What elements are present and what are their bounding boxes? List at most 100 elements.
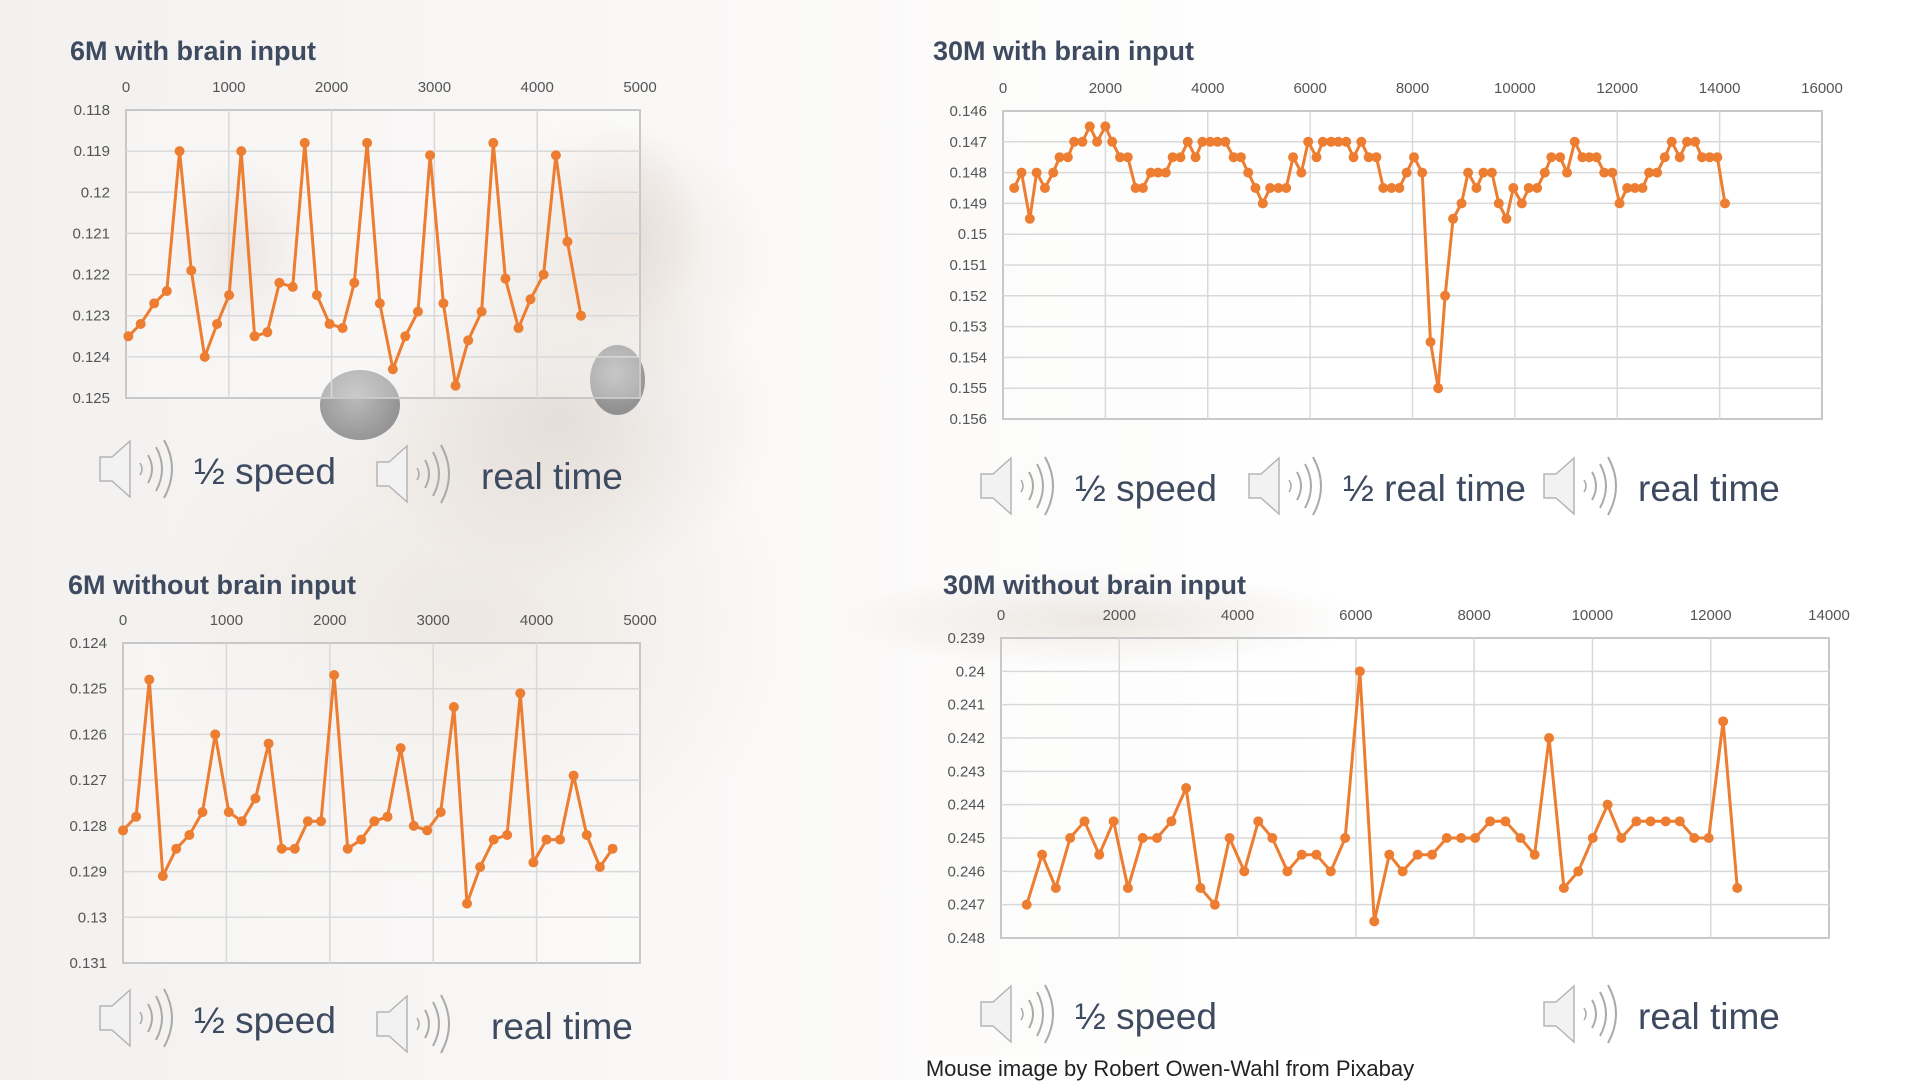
audio-half-speed-6m-with[interactable]: ½ speed xyxy=(98,437,336,506)
x-tick-label: 0 xyxy=(997,607,1005,624)
data-point xyxy=(1152,833,1163,843)
data-point xyxy=(1092,136,1103,147)
x-tick-label: 16000 xyxy=(1801,80,1843,97)
data-point xyxy=(1181,783,1192,793)
audio-half-speed-30m-with[interactable]: ½ speed xyxy=(979,454,1217,523)
data-point xyxy=(1602,799,1613,810)
data-point xyxy=(1397,866,1408,877)
y-tick-label: 0.151 xyxy=(949,257,987,274)
data-point xyxy=(1384,849,1395,860)
data-point xyxy=(262,327,273,338)
data-point xyxy=(1577,152,1588,163)
data-point xyxy=(1703,833,1714,843)
data-point xyxy=(224,290,235,301)
data-point xyxy=(1325,866,1336,877)
y-tick-label: 0.152 xyxy=(949,288,987,305)
data-point xyxy=(1054,152,1065,163)
y-tick-label: 0.155 xyxy=(949,380,987,397)
audio-half-speed-30m-without[interactable]: ½ speed xyxy=(979,982,1217,1051)
data-point xyxy=(274,277,285,288)
y-tick-label: 0.153 xyxy=(949,319,987,336)
speaker-icon[interactable] xyxy=(1247,454,1323,523)
data-point xyxy=(1674,816,1685,827)
data-point xyxy=(1048,167,1059,178)
audio-real-time-30m-without[interactable]: real time xyxy=(1542,982,1780,1051)
data-point xyxy=(1356,136,1367,147)
speaker-icon[interactable] xyxy=(979,454,1055,523)
data-point xyxy=(174,146,185,157)
x-tick-label: 3000 xyxy=(417,612,450,629)
y-tick-label: 0.126 xyxy=(69,726,107,743)
audio-label: ½ speed xyxy=(194,450,336,492)
data-point xyxy=(1160,167,1171,178)
data-point xyxy=(184,830,195,840)
speaker-icon[interactable] xyxy=(98,437,174,506)
audio-half-real-time-30m-with[interactable]: ½ real time xyxy=(1247,454,1526,523)
speaker-icon[interactable] xyxy=(375,442,451,511)
data-point xyxy=(387,364,398,375)
y-tick-label: 0.124 xyxy=(72,349,110,366)
audio-real-time-6m-without[interactable]: real time xyxy=(375,992,633,1061)
data-point xyxy=(438,298,449,309)
data-point xyxy=(1311,152,1322,163)
data-point xyxy=(197,807,208,818)
data-point xyxy=(1205,136,1216,147)
speaker-icon[interactable] xyxy=(1542,454,1618,523)
y-tick-label: 0.12 xyxy=(81,184,110,201)
data-point xyxy=(1145,167,1156,178)
data-point xyxy=(502,830,513,840)
data-point xyxy=(1084,121,1095,132)
data-point xyxy=(488,834,499,845)
x-tick-label: 4000 xyxy=(1191,80,1224,97)
data-point xyxy=(1137,183,1148,193)
audio-real-time-30m-with[interactable]: real time xyxy=(1542,454,1780,523)
data-point xyxy=(1486,167,1497,178)
data-point xyxy=(1408,152,1419,163)
data-point xyxy=(382,811,393,822)
y-tick-label: 0.13 xyxy=(78,909,107,926)
x-tick-label: 12000 xyxy=(1690,607,1732,624)
y-tick-label: 0.243 xyxy=(947,763,985,780)
y-tick-label: 0.125 xyxy=(72,390,110,407)
chart-title-6m-with: 6M with brain input xyxy=(70,36,316,66)
x-tick-label: 2000 xyxy=(315,79,348,96)
data-point xyxy=(171,843,182,854)
data-point xyxy=(263,738,274,749)
data-point xyxy=(199,351,210,362)
audio-half-speed-6m-without[interactable]: ½ speed xyxy=(98,986,336,1055)
data-point xyxy=(349,277,360,288)
data-point xyxy=(1689,833,1700,843)
x-tick-label: 6000 xyxy=(1339,607,1372,624)
data-point xyxy=(568,770,579,781)
y-tick-label: 0.148 xyxy=(949,165,987,182)
data-point xyxy=(607,843,618,854)
data-point xyxy=(1369,916,1380,927)
data-point xyxy=(287,281,298,292)
data-point xyxy=(144,674,155,685)
data-point xyxy=(1167,152,1178,163)
data-point xyxy=(1637,183,1648,193)
y-tick-label: 0.248 xyxy=(947,930,985,947)
x-tick-label: 2000 xyxy=(1103,607,1136,624)
data-point xyxy=(149,298,160,309)
speaker-icon[interactable] xyxy=(375,992,451,1061)
speaker-icon[interactable] xyxy=(98,986,174,1055)
audio-real-time-6m-with[interactable]: real time xyxy=(375,442,623,511)
data-point xyxy=(555,834,566,845)
data-point xyxy=(1326,136,1337,147)
data-point xyxy=(1485,816,1496,827)
data-point xyxy=(1591,152,1602,163)
speaker-icon[interactable] xyxy=(979,982,1055,1051)
data-point xyxy=(538,269,549,280)
data-point xyxy=(1037,849,1048,860)
speaker-icon[interactable] xyxy=(1542,982,1618,1051)
data-point xyxy=(1616,833,1627,843)
data-point xyxy=(1009,183,1020,193)
data-point xyxy=(541,834,552,845)
y-tick-label: 0.128 xyxy=(69,818,107,835)
data-point xyxy=(475,862,486,872)
x-tick-label: 2000 xyxy=(313,612,346,629)
data-point xyxy=(1077,136,1088,147)
data-point xyxy=(1024,213,1035,224)
data-point xyxy=(299,137,310,148)
